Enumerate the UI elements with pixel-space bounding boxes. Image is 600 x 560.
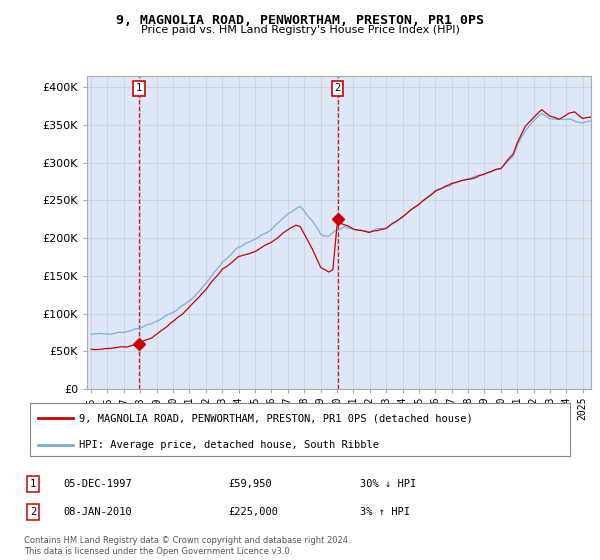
Text: 30% ↓ HPI: 30% ↓ HPI: [360, 479, 416, 489]
Text: 3% ↑ HPI: 3% ↑ HPI: [360, 507, 410, 517]
Text: Price paid vs. HM Land Registry's House Price Index (HPI): Price paid vs. HM Land Registry's House …: [140, 25, 460, 35]
Text: 2: 2: [30, 507, 36, 517]
Text: HPI: Average price, detached house, South Ribble: HPI: Average price, detached house, Sout…: [79, 440, 379, 450]
Text: 9, MAGNOLIA ROAD, PENWORTHAM, PRESTON, PR1 0PS: 9, MAGNOLIA ROAD, PENWORTHAM, PRESTON, P…: [116, 14, 484, 27]
Text: £225,000: £225,000: [228, 507, 278, 517]
Text: 2: 2: [334, 83, 341, 93]
Text: Contains HM Land Registry data © Crown copyright and database right 2024.
This d: Contains HM Land Registry data © Crown c…: [24, 536, 350, 556]
Text: £59,950: £59,950: [228, 479, 272, 489]
Text: 08-JAN-2010: 08-JAN-2010: [63, 507, 132, 517]
Text: 9, MAGNOLIA ROAD, PENWORTHAM, PRESTON, PR1 0PS (detached house): 9, MAGNOLIA ROAD, PENWORTHAM, PRESTON, P…: [79, 413, 472, 423]
Text: 1: 1: [136, 83, 142, 93]
Text: 1: 1: [30, 479, 36, 489]
Text: 05-DEC-1997: 05-DEC-1997: [63, 479, 132, 489]
